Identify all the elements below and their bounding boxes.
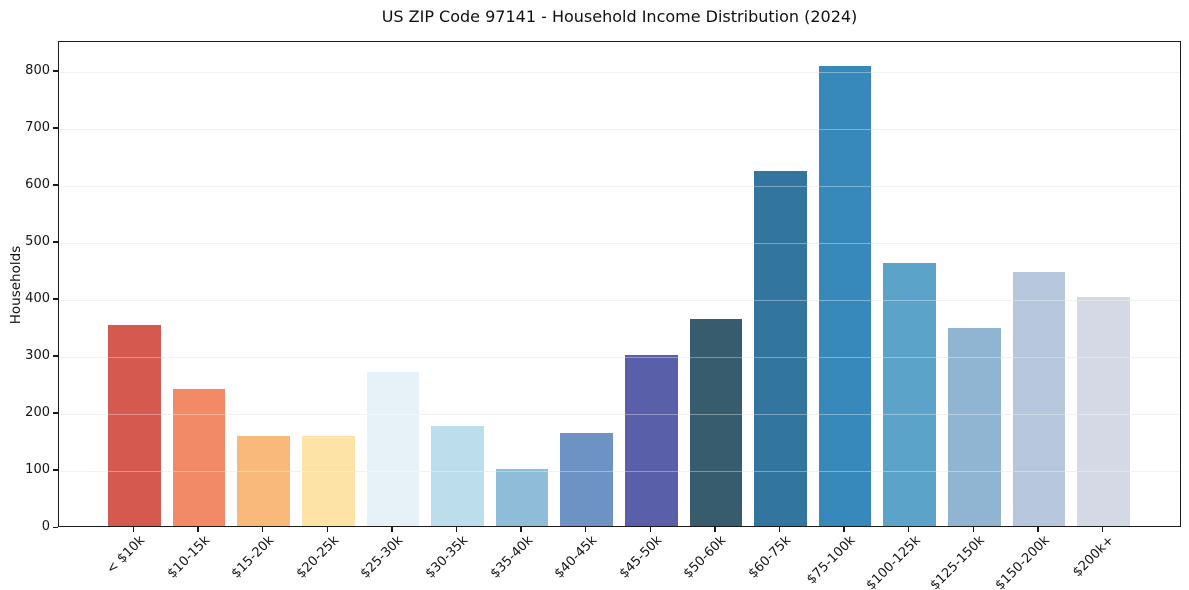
y-tick-300 — [53, 355, 58, 357]
chart-title: US ZIP Code 97141 - Household Income Dis… — [381, 7, 858, 26]
bar-< $10k — [108, 325, 161, 526]
y-tick-700 — [53, 127, 58, 129]
bar-$50-60k — [689, 318, 743, 526]
gridline-400 — [59, 299, 1180, 301]
gridline-overlay-700 — [59, 128, 1180, 130]
y-tick-800 — [53, 70, 58, 72]
y-tick-label-800: 800 — [25, 62, 50, 78]
x-tick-$45-50k — [649, 527, 652, 532]
y-tick-100 — [53, 469, 58, 471]
x-tick-$200k+ — [1101, 527, 1104, 532]
x-tick-$35-40k — [520, 527, 522, 532]
y-tick-label-300: 300 — [25, 347, 50, 363]
gridline-overlay-100 — [59, 470, 1180, 472]
gridline-overlay-800 — [59, 71, 1180, 73]
bar-$45-50k — [625, 354, 678, 526]
x-tick-$150-200k — [1037, 527, 1039, 532]
x-tick-label-$15-20k: $15-20k — [228, 533, 278, 582]
y-tick-label-600: 600 — [25, 176, 50, 192]
y-tick-label-0: 0 — [41, 519, 50, 534]
x-tick-label-$30-35k: $30-35k — [422, 533, 472, 582]
gridline-800 — [59, 71, 1180, 73]
x-tick-< $10k — [132, 527, 135, 532]
x-tick-label-$25-30k: $25-30k — [358, 533, 407, 582]
x-tick-$15-20k — [261, 527, 264, 532]
gridline-500 — [59, 242, 1180, 244]
x-tick-$100-125k — [907, 527, 910, 532]
x-tick-label-$50-60k: $50-60k — [681, 533, 730, 582]
bar-$60-75k — [754, 170, 807, 526]
x-tick-label-$150-200k: $150-200k — [992, 533, 1053, 590]
x-tick-label-$60-75k: $60-75k — [745, 533, 795, 582]
gridline-overlay-300 — [59, 356, 1180, 358]
bar-$40-45k — [560, 433, 613, 526]
x-tick-label-$75-100k: $75-100k — [804, 533, 859, 588]
bar-$15-20k — [237, 436, 290, 526]
x-tick-$75-100k — [843, 527, 845, 532]
bar-$30-35k — [431, 425, 484, 526]
y-tick-0 — [53, 526, 58, 528]
gridline-600 — [59, 185, 1180, 187]
bar-$75-100k — [818, 65, 872, 526]
bar-$20-25k — [302, 436, 355, 526]
y-tick-500 — [53, 241, 58, 243]
gridline-overlay-600 — [59, 185, 1180, 187]
bar-$10-15k — [172, 389, 226, 526]
bar-$150-200k — [1012, 271, 1066, 526]
y-tick-label-100: 100 — [25, 461, 50, 477]
gridline-100 — [59, 470, 1180, 472]
x-tick-$30-35k — [455, 527, 458, 532]
plot-area — [58, 41, 1181, 527]
x-tick-label-$35-40k: $35-40k — [487, 533, 536, 582]
bar-$125-150k — [948, 327, 1001, 526]
x-tick-label-$100-125k: $100-125k — [863, 533, 924, 590]
x-tick-$20-25k — [326, 527, 329, 532]
x-tick-label-$45-50k: $45-50k — [616, 533, 665, 582]
gridline-overlay-500 — [59, 242, 1180, 244]
x-tick-$60-75k — [778, 527, 781, 532]
x-tick-$125-150k — [972, 527, 975, 532]
gridline-overlay-400 — [59, 299, 1180, 301]
y-tick-label-500: 500 — [25, 233, 50, 249]
y-tick-400 — [53, 298, 58, 300]
x-tick-label-$20-25k: $20-25k — [293, 533, 342, 582]
x-tick-label-< $10k: < $10k — [104, 533, 149, 578]
gridline-300 — [59, 356, 1180, 358]
y-axis-label: Households — [8, 245, 24, 325]
x-tick-label-$125-150k: $125-150k — [927, 533, 988, 590]
x-tick-$40-45k — [584, 527, 587, 532]
y-tick-label-400: 400 — [25, 290, 50, 306]
bar-$200k+ — [1077, 297, 1130, 526]
y-tick-600 — [53, 184, 58, 186]
x-tick-label-$200k+: $200k+ — [1070, 533, 1118, 581]
x-tick-$10-15k — [197, 527, 199, 532]
bar-$25-30k — [366, 372, 420, 526]
y-tick-label-200: 200 — [25, 404, 50, 420]
bar-$35-40k — [495, 468, 549, 526]
bar-$100-125k — [883, 263, 936, 526]
gridline-700 — [59, 128, 1180, 130]
x-tick-label-$10-15k: $10-15k — [164, 533, 213, 582]
y-tick-label-700: 700 — [25, 119, 50, 135]
y-tick-200 — [53, 412, 58, 414]
x-tick-$25-30k — [391, 527, 393, 532]
gridline-200 — [59, 413, 1180, 415]
gridline-overlay-200 — [59, 413, 1180, 415]
x-tick-label-$40-45k: $40-45k — [551, 533, 601, 582]
x-tick-$50-60k — [714, 527, 716, 532]
